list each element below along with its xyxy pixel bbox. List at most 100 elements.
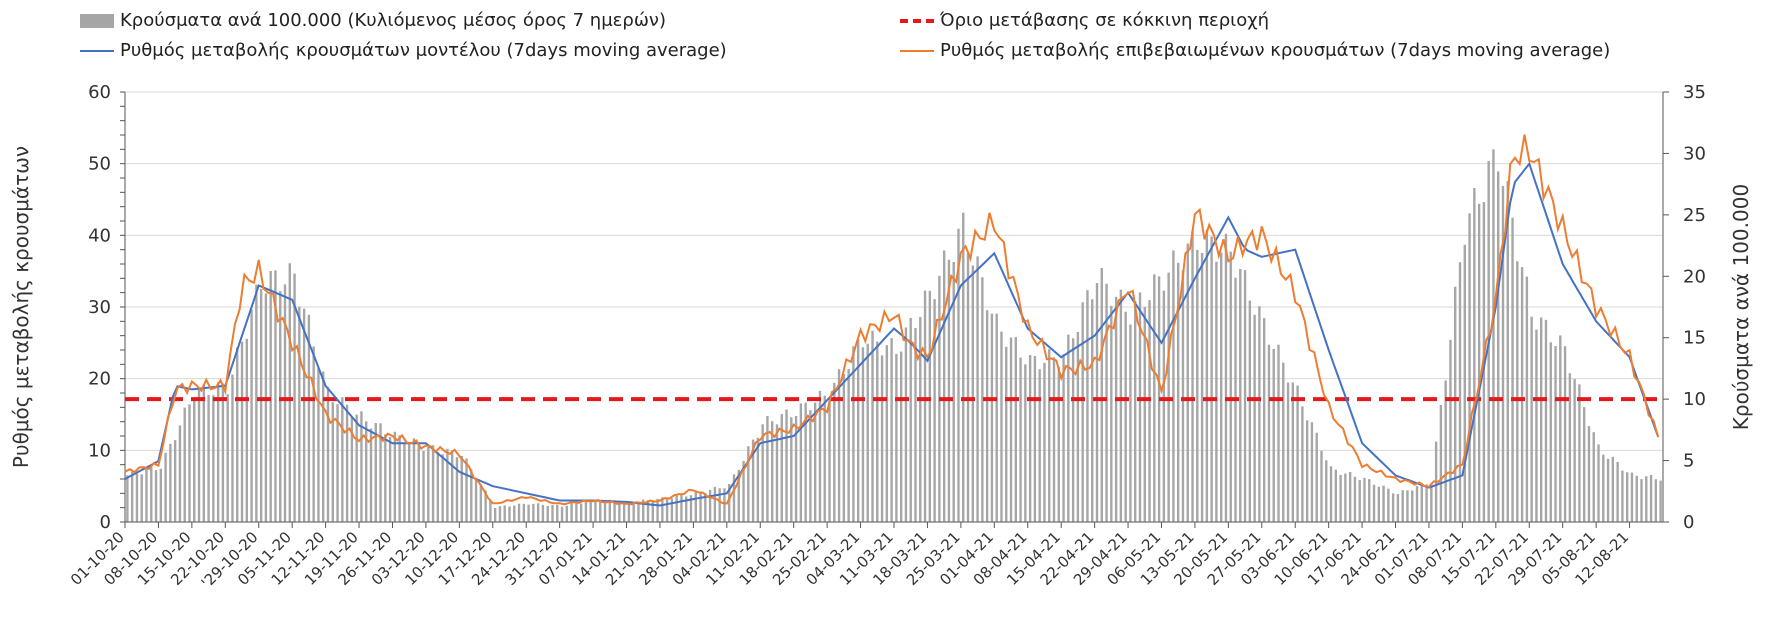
bar xyxy=(804,402,807,522)
bar xyxy=(1081,302,1084,522)
legend-swatch-threshold xyxy=(900,18,934,23)
bar xyxy=(484,490,487,522)
bar xyxy=(1028,355,1032,522)
bar xyxy=(326,387,330,522)
bar xyxy=(890,338,893,522)
bar xyxy=(1611,456,1615,522)
bar xyxy=(1272,348,1275,522)
bar xyxy=(665,498,669,522)
bar xyxy=(560,506,564,522)
bar xyxy=(1086,290,1089,522)
bar xyxy=(751,439,755,522)
bar xyxy=(579,503,583,522)
bar xyxy=(1544,319,1548,522)
bar xyxy=(1052,357,1056,522)
bar xyxy=(1305,420,1309,522)
bar xyxy=(446,448,449,522)
bar xyxy=(1253,314,1256,522)
bar xyxy=(570,503,573,522)
y-right-tick-label: 20 xyxy=(1683,266,1706,287)
bar xyxy=(1033,356,1037,522)
bar xyxy=(933,299,936,522)
bar xyxy=(384,434,387,522)
bar xyxy=(942,250,946,523)
y-right-tick-label: 5 xyxy=(1683,451,1694,472)
legend-item-model-rate: Ρυθμός μεταβολής κρουσμάτων μοντέλου (7d… xyxy=(80,40,727,61)
bar xyxy=(1473,188,1476,522)
bar xyxy=(833,382,836,522)
bar xyxy=(771,421,774,522)
y-left-tick-label: 40 xyxy=(88,225,111,246)
y-left-tick-label: 0 xyxy=(100,512,111,533)
bar xyxy=(1000,331,1003,522)
bar xyxy=(957,228,960,522)
bar xyxy=(847,369,850,522)
bar xyxy=(632,502,635,522)
bar xyxy=(1148,300,1151,522)
bar xyxy=(517,503,521,522)
bar xyxy=(1162,290,1166,522)
bar xyxy=(603,500,607,522)
bar xyxy=(1654,479,1658,522)
y-right-tick-label: 10 xyxy=(1683,389,1706,410)
bar xyxy=(212,395,215,522)
legend-swatch-model-rate xyxy=(80,49,114,52)
bar xyxy=(240,341,244,522)
bar xyxy=(1406,490,1409,522)
bar xyxy=(1430,483,1433,522)
bar xyxy=(1353,476,1357,522)
bar xyxy=(837,369,841,522)
bar xyxy=(1635,475,1638,522)
bar xyxy=(704,493,707,522)
bar xyxy=(756,437,760,522)
bar xyxy=(279,291,282,522)
bar xyxy=(594,500,597,522)
bar xyxy=(904,327,908,522)
bar xyxy=(274,270,277,522)
bar xyxy=(852,346,855,522)
bar xyxy=(732,474,736,522)
bar xyxy=(1334,469,1338,522)
y-right-tick-label: 30 xyxy=(1683,143,1706,164)
bar xyxy=(1501,185,1505,522)
chart-legend: Κρούσματα ανά 100.000 (Κυλιόμενος μέσος … xyxy=(80,10,1700,70)
bar xyxy=(608,499,611,522)
legend-label-confirmed-rate: Ρυθμός μεταβολής επιβεβαιωμένων κρουσμάτ… xyxy=(940,40,1611,61)
bar xyxy=(914,327,917,522)
bar xyxy=(264,293,268,522)
bar xyxy=(1468,213,1471,523)
bar xyxy=(713,486,717,522)
bar xyxy=(876,341,879,522)
bar xyxy=(293,273,296,522)
bar xyxy=(150,466,153,522)
bar xyxy=(1172,250,1175,522)
bar xyxy=(350,417,354,522)
bar xyxy=(575,502,578,522)
bar xyxy=(298,306,301,522)
bar xyxy=(966,252,970,522)
bar xyxy=(780,414,783,522)
bar xyxy=(412,438,416,522)
bar xyxy=(947,259,951,522)
bar xyxy=(173,440,177,522)
bar xyxy=(1153,274,1156,522)
bar xyxy=(255,284,258,522)
bar xyxy=(1582,407,1586,522)
bar xyxy=(651,501,654,522)
bar xyxy=(818,390,822,522)
bar xyxy=(1506,180,1509,522)
bar xyxy=(909,317,912,522)
bar xyxy=(670,498,674,522)
bar xyxy=(317,368,320,522)
bar xyxy=(685,496,688,522)
bar xyxy=(498,506,502,522)
bar xyxy=(193,400,196,522)
bar xyxy=(785,409,788,522)
bar xyxy=(145,468,148,522)
bar xyxy=(828,400,831,522)
legend-item-threshold: Όριο μετάβασης σε κόκκινη περιοχή xyxy=(900,10,1269,31)
bar xyxy=(1091,299,1094,522)
bar xyxy=(1301,406,1304,522)
bar xyxy=(708,489,712,522)
bar xyxy=(431,445,435,522)
